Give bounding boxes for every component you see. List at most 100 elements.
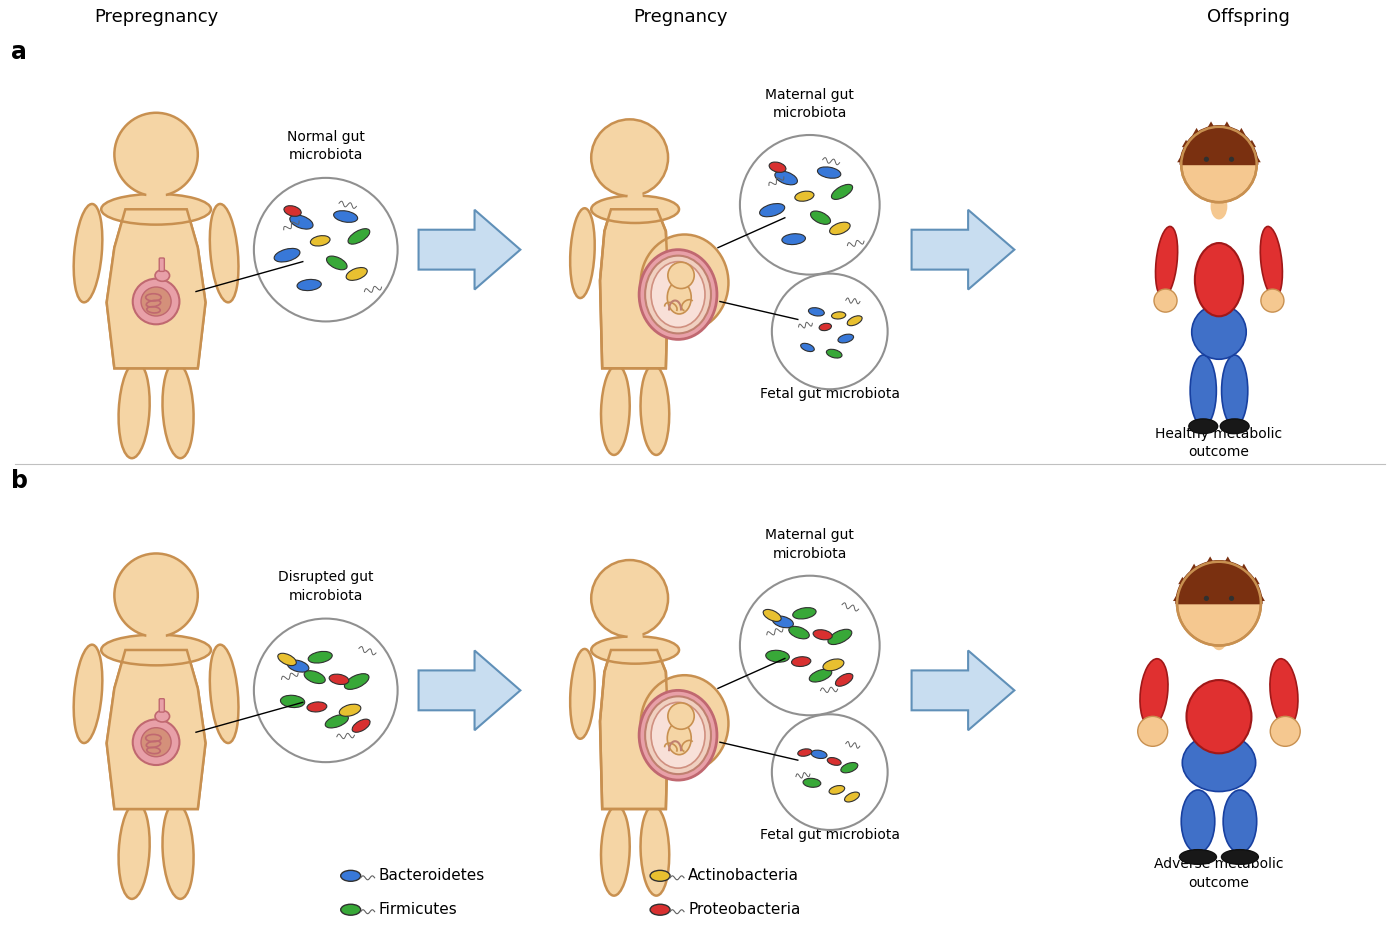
- Polygon shape: [911, 210, 1015, 289]
- Polygon shape: [1173, 594, 1182, 601]
- Ellipse shape: [769, 162, 785, 173]
- Polygon shape: [106, 650, 206, 809]
- Ellipse shape: [74, 644, 102, 743]
- Polygon shape: [1252, 577, 1260, 585]
- Polygon shape: [1179, 577, 1187, 585]
- Ellipse shape: [353, 719, 370, 733]
- Ellipse shape: [340, 904, 361, 915]
- Circle shape: [1204, 157, 1210, 162]
- Ellipse shape: [774, 171, 798, 185]
- Circle shape: [1261, 289, 1284, 312]
- Circle shape: [591, 120, 668, 196]
- Polygon shape: [1257, 594, 1266, 601]
- Ellipse shape: [141, 728, 171, 756]
- Polygon shape: [1205, 556, 1214, 564]
- Ellipse shape: [1270, 659, 1298, 727]
- Ellipse shape: [1224, 790, 1257, 853]
- Polygon shape: [146, 624, 167, 650]
- Ellipse shape: [311, 235, 330, 246]
- Ellipse shape: [808, 307, 825, 316]
- Ellipse shape: [1140, 659, 1168, 727]
- Ellipse shape: [1211, 624, 1228, 650]
- Ellipse shape: [333, 211, 357, 222]
- Ellipse shape: [1191, 305, 1246, 360]
- Ellipse shape: [591, 636, 679, 663]
- Polygon shape: [601, 650, 668, 809]
- Ellipse shape: [640, 690, 717, 780]
- Ellipse shape: [101, 635, 211, 665]
- Text: Actinobacteria: Actinobacteria: [687, 868, 799, 884]
- Ellipse shape: [284, 206, 301, 216]
- Ellipse shape: [773, 616, 794, 627]
- Ellipse shape: [650, 904, 671, 915]
- Circle shape: [1204, 596, 1210, 601]
- Ellipse shape: [601, 365, 630, 455]
- Ellipse shape: [1180, 849, 1217, 865]
- Ellipse shape: [133, 719, 179, 765]
- Ellipse shape: [155, 711, 169, 722]
- Ellipse shape: [791, 657, 811, 666]
- Ellipse shape: [830, 222, 850, 234]
- Ellipse shape: [1182, 734, 1256, 791]
- Polygon shape: [1182, 140, 1190, 147]
- Text: a: a: [11, 40, 27, 65]
- Ellipse shape: [811, 211, 830, 224]
- Text: Proteobacteria: Proteobacteria: [687, 902, 801, 918]
- Wedge shape: [1176, 561, 1261, 604]
- Ellipse shape: [827, 629, 851, 644]
- Polygon shape: [1253, 155, 1261, 162]
- Ellipse shape: [307, 702, 326, 712]
- Ellipse shape: [274, 249, 300, 262]
- Text: Maternal gut
microbiota: Maternal gut microbiota: [766, 87, 854, 120]
- Circle shape: [741, 576, 879, 716]
- Ellipse shape: [308, 651, 332, 663]
- Ellipse shape: [210, 644, 238, 743]
- Ellipse shape: [823, 659, 844, 671]
- Ellipse shape: [668, 281, 692, 314]
- Ellipse shape: [844, 792, 860, 802]
- Ellipse shape: [570, 649, 595, 738]
- Ellipse shape: [641, 365, 669, 455]
- Polygon shape: [1177, 155, 1186, 162]
- Ellipse shape: [798, 749, 812, 756]
- Ellipse shape: [277, 653, 297, 665]
- Ellipse shape: [74, 204, 102, 303]
- Ellipse shape: [804, 778, 820, 788]
- Text: Maternal gut
microbiota: Maternal gut microbiota: [766, 529, 854, 561]
- Ellipse shape: [162, 362, 193, 458]
- Ellipse shape: [326, 256, 347, 270]
- Text: Healthy metabolic
outcome: Healthy metabolic outcome: [1155, 427, 1282, 459]
- Text: Fetal gut microbiota: Fetal gut microbiota: [760, 828, 900, 842]
- Circle shape: [1229, 596, 1235, 601]
- Ellipse shape: [304, 671, 325, 683]
- Ellipse shape: [1186, 680, 1252, 754]
- Ellipse shape: [162, 803, 193, 899]
- Ellipse shape: [819, 324, 832, 330]
- Ellipse shape: [325, 715, 349, 728]
- Circle shape: [741, 135, 879, 274]
- Text: Firmicutes: Firmicutes: [378, 902, 458, 918]
- Polygon shape: [419, 650, 521, 730]
- Ellipse shape: [1221, 419, 1249, 434]
- Text: Disrupted gut
microbiota: Disrupted gut microbiota: [279, 570, 374, 603]
- Ellipse shape: [119, 362, 150, 458]
- Ellipse shape: [836, 674, 853, 686]
- Circle shape: [771, 715, 888, 830]
- Polygon shape: [146, 184, 167, 210]
- Ellipse shape: [813, 630, 832, 640]
- Ellipse shape: [1194, 243, 1243, 316]
- Wedge shape: [1180, 126, 1257, 164]
- Text: Pregnancy: Pregnancy: [633, 9, 727, 27]
- Ellipse shape: [210, 204, 238, 303]
- Circle shape: [115, 113, 197, 196]
- Ellipse shape: [1211, 194, 1228, 219]
- Ellipse shape: [141, 287, 171, 316]
- Ellipse shape: [340, 870, 361, 882]
- Ellipse shape: [847, 316, 862, 326]
- Text: Offspring: Offspring: [1207, 9, 1291, 27]
- Ellipse shape: [1190, 355, 1217, 426]
- Ellipse shape: [1222, 355, 1247, 426]
- Ellipse shape: [601, 806, 630, 896]
- Text: Prepregnancy: Prepregnancy: [94, 9, 218, 27]
- Ellipse shape: [781, 233, 805, 245]
